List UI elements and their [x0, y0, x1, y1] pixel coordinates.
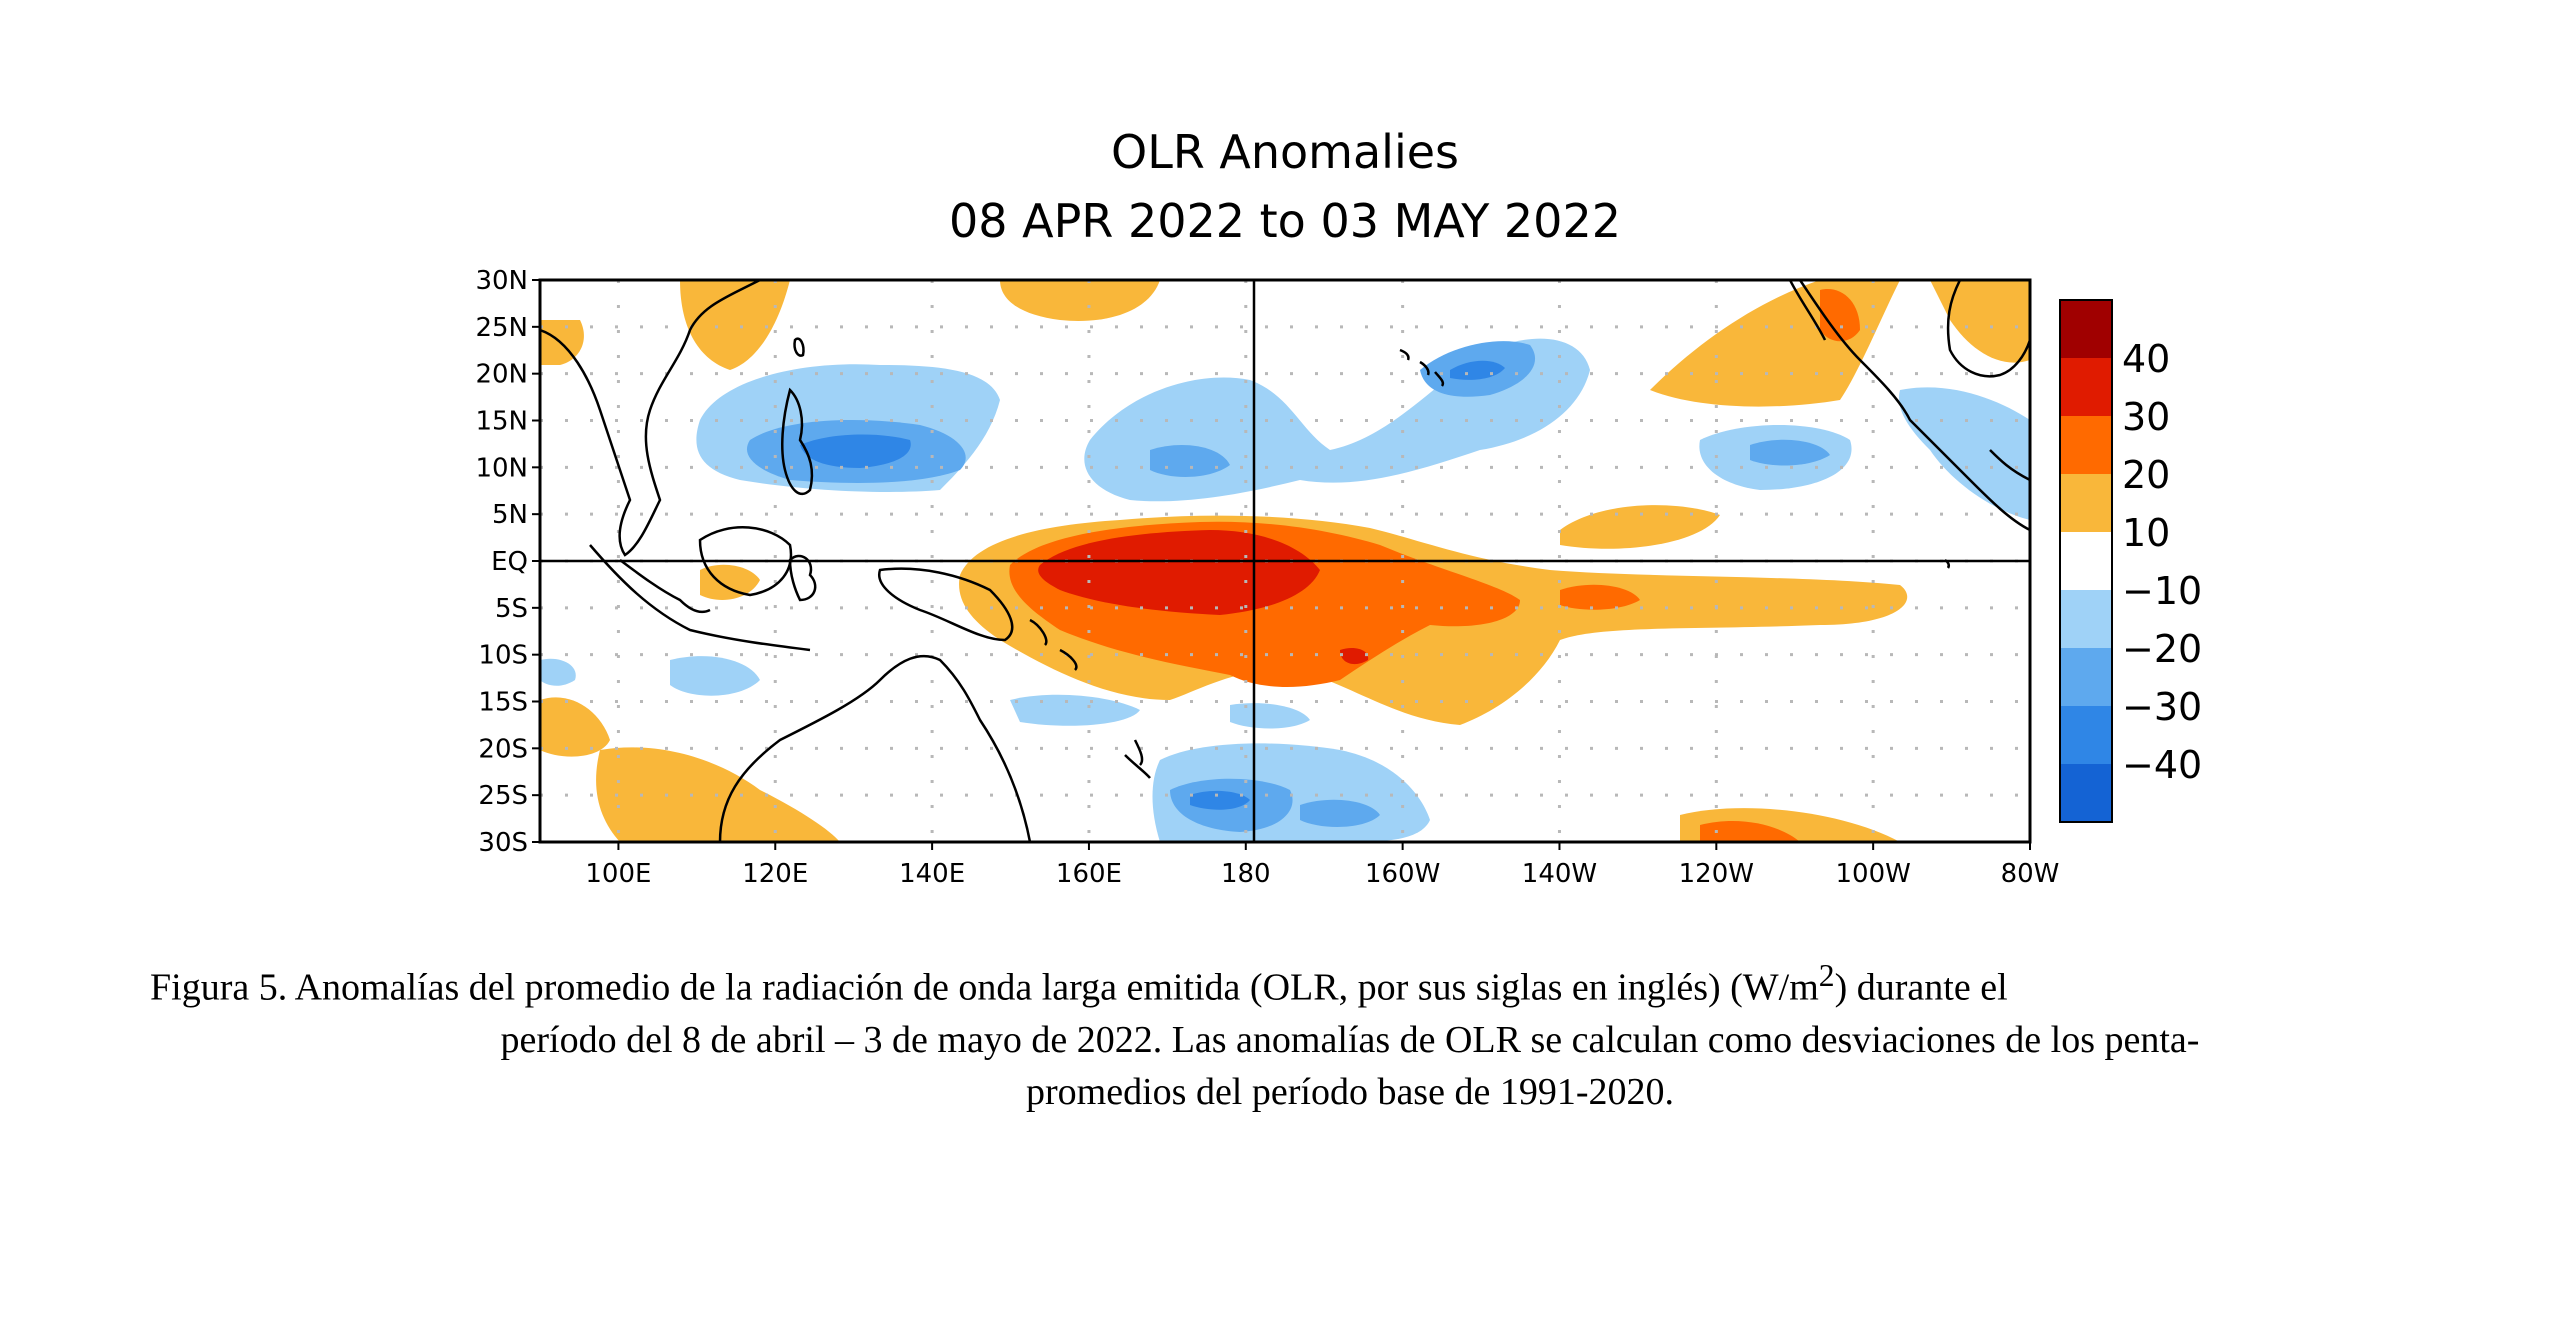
coastline-new-caledonia — [1124, 754, 1151, 779]
coastline-solomon — [1029, 618, 1078, 671]
lat-tick-label: 30S — [478, 828, 528, 858]
colorbar-label-30: 30 — [2122, 395, 2170, 439]
coastline-north-america — [1798, 280, 2030, 532]
anomaly-pos30-spot — [1340, 648, 1369, 665]
lat-tick-label: 30N — [475, 266, 528, 296]
caption-line-1: Figura 5. Anomalías del promedio de la r… — [150, 950, 2430, 1014]
lon-tick-label: 160E — [1056, 859, 1122, 889]
anomaly-pos10-indian-south — [540, 697, 610, 757]
anomaly-pos10-maritime — [700, 564, 760, 600]
colorbar-swatch-neg40 — [2060, 764, 2112, 822]
coastline-southeast-asia — [540, 280, 761, 557]
anomaly-pos10-west-pacific-north — [680, 280, 790, 370]
coastline-australia — [718, 654, 1032, 842]
anomaly-neg30-philippine-sea — [800, 434, 911, 468]
caption-line-3: promedios del período base de 1991-2020. — [1026, 1070, 1674, 1113]
coastline-new-guinea — [877, 567, 1014, 642]
colorbar-swatch-pos20 — [2060, 416, 2112, 474]
colorbar-swatch-neg30 — [2060, 706, 2112, 764]
lat-tick-label: 15N — [475, 407, 528, 437]
colorbar-frame — [2059, 299, 2113, 823]
lon-tick-label: 140W — [1522, 859, 1597, 889]
colorbar-label-neg30: −30 — [2122, 685, 2202, 729]
lon-tick-label: 120W — [1679, 859, 1754, 889]
lat-tick-label: 5N — [492, 500, 528, 530]
lat-tick-label: 25S — [478, 781, 528, 811]
anomaly-neg20-central — [1150, 445, 1230, 477]
map-subtitle: 08 APR 2022 to 03 MAY 2022 — [949, 194, 1621, 248]
anomaly-pos10-north-central — [1000, 280, 1160, 321]
anomaly-pos20-east — [1560, 584, 1640, 610]
anomaly-neg20-east — [1750, 439, 1830, 466]
anomaly-neg10-west-edge — [540, 658, 576, 686]
anomaly-pos20-north-america — [1820, 289, 1860, 342]
colorbar-label-neg20: −20 — [2122, 627, 2202, 671]
colorbar-swatch-pos10 — [2060, 474, 2112, 532]
lat-tick-label: 20S — [478, 734, 528, 764]
lat-tick-label: 15S — [478, 688, 528, 718]
lat-tick-label: EQ — [491, 547, 528, 577]
coastline-baja — [1788, 280, 1827, 341]
lon-tick-label: 120E — [742, 859, 808, 889]
colorbar-swatch-neutral — [2060, 532, 2112, 590]
anomaly-neg10-americas — [1899, 387, 2030, 520]
lat-tick-label: 25N — [475, 313, 528, 343]
anomaly-pos20-southeast — [1700, 821, 1800, 842]
lat-tick-label: 10S — [478, 641, 528, 671]
coastline-vanuatu — [1133, 739, 1144, 766]
colorbar-label-20: 20 — [2122, 453, 2170, 497]
lon-tick-label: 160W — [1365, 859, 1440, 889]
colorbar-swatch-pos40 — [2060, 300, 2112, 358]
longitude-axis: 100E 120E 140E 160E 180 160W 140W 120W 100W 80W — [585, 842, 2059, 889]
colorbar-swatch-pos30 — [2060, 358, 2112, 416]
colorbar-label-40: 40 — [2122, 337, 2170, 381]
colorbar: 40 30 20 10 −10 −20 −30 −40 — [2059, 299, 2202, 823]
colorbar-label-neg10: −10 — [2122, 569, 2202, 613]
colorbar-swatch-neg10 — [2060, 590, 2112, 648]
plot-area — [538, 278, 2032, 844]
coastline-hawaii — [1399, 348, 1445, 387]
anomaly-neg20-south-east — [1300, 799, 1380, 827]
coastline-gulf-mexico — [1946, 280, 2030, 378]
caption-line-1-text: Figura 5. Anomalías del promedio de la r… — [150, 966, 1819, 1009]
anomaly-field — [540, 280, 2030, 842]
coastlines — [540, 280, 2030, 842]
coastline-borneo — [698, 526, 793, 597]
lat-tick-label: 5S — [495, 594, 528, 624]
coastline-malaysia — [619, 558, 711, 614]
coastline-sumatra-java — [589, 544, 811, 652]
colorbar-label-neg40: −40 — [2122, 743, 2202, 787]
coastline-sulawesi — [788, 554, 817, 602]
lon-tick-label: 100W — [1835, 859, 1910, 889]
anomaly-pos10-australia-west — [596, 747, 840, 842]
anomaly-pos10-americas — [1930, 280, 2030, 363]
coastline-taiwan — [793, 337, 805, 357]
caption-line-2: período del 8 de abril – 3 de mayo de 20… — [500, 1018, 2200, 1061]
lat-tick-label: 10N — [475, 453, 528, 483]
coastline-central-america — [1989, 449, 2030, 482]
caption-line-1-end: ) durante el — [1834, 966, 2008, 1009]
caption-superscript: 2 — [1818, 958, 1835, 993]
lon-tick-label: 80W — [2001, 859, 2060, 889]
lon-tick-label: 140E — [899, 859, 965, 889]
coastline-philippines — [781, 387, 814, 496]
figure-caption: Figura 5. Anomalías del promedio de la r… — [150, 950, 2430, 1118]
anomaly-pos30-central-pacific — [1038, 530, 1320, 615]
anomaly-neg30-south — [1190, 790, 1250, 810]
colorbar-label-10: 10 — [2122, 511, 2170, 555]
lon-tick-label: 100E — [585, 859, 651, 889]
anomaly-pos10-northeast-pacific — [1560, 505, 1720, 549]
colorbar-swatch-neg20 — [2060, 648, 2112, 706]
anomaly-neg10-south-pacific-east — [1230, 703, 1310, 729]
lat-tick-label: 20N — [475, 360, 528, 390]
anomaly-neg10-indian-ocean — [670, 656, 760, 696]
lon-tick-label: 180 — [1221, 859, 1271, 889]
map-title: OLR Anomalies — [1111, 125, 1459, 179]
latitude-axis: 30N 25N 20N 15N 10N 5N EQ 5S 10S 15S 20S 25S 30S — [475, 266, 540, 858]
